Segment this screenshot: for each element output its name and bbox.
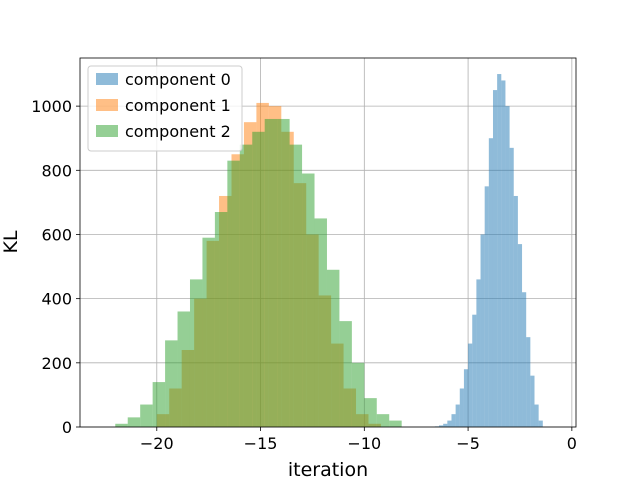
- histogram-bar: [326, 269, 340, 427]
- histogram-bar: [468, 343, 473, 427]
- histogram-bar: [509, 147, 514, 427]
- histogram-bar: [289, 144, 303, 428]
- histogram-bar: [364, 398, 377, 427]
- histogram-bar: [501, 80, 506, 427]
- histogram-bar: [302, 173, 315, 427]
- x-tick-label: −15: [244, 434, 278, 453]
- histogram-bar: [202, 237, 215, 427]
- y-tick-label: 1000: [31, 97, 72, 116]
- x-tick-label: −10: [347, 434, 381, 453]
- histogram-bar: [480, 234, 485, 427]
- histogram-bar: [127, 417, 141, 427]
- histogram-bar: [439, 425, 444, 427]
- histogram-bar: [189, 279, 203, 427]
- legend-swatch: [96, 125, 118, 137]
- y-tick-label: 0: [62, 418, 72, 437]
- histogram-bar: [376, 414, 390, 427]
- histogram-bar: [517, 244, 523, 427]
- series-0-bars: [434, 74, 543, 427]
- legend-swatch: [96, 99, 118, 111]
- histogram-bar: [522, 292, 527, 427]
- histogram-bar: [389, 420, 402, 427]
- tick-labels: −20 −15 −10 −5 0 0 200 400 600 800 1000: [31, 97, 577, 453]
- histogram-bar: [314, 218, 327, 427]
- legend-label: component 2: [125, 122, 231, 141]
- y-tick-label: 600: [41, 225, 72, 244]
- histogram-bar: [152, 382, 166, 427]
- histogram-bar: [488, 138, 493, 427]
- histogram-bar: [227, 160, 240, 427]
- legend-label: component 1: [125, 96, 231, 115]
- plot-frame: [79, 57, 577, 428]
- legend-frame: [87, 65, 243, 152]
- histogram-bar: [339, 321, 352, 427]
- histogram-bar: [526, 337, 531, 427]
- histogram-bar: [505, 106, 510, 427]
- histogram-bar: [214, 212, 228, 427]
- y-tick-label: 400: [41, 290, 72, 309]
- y-tick-label: 800: [41, 161, 72, 180]
- histogram-bar: [443, 423, 448, 427]
- legend-label: component 0: [125, 70, 231, 89]
- histogram-bar: [277, 118, 290, 428]
- histogram-bar: [351, 362, 365, 427]
- histogram-bar: [252, 131, 265, 428]
- histogram-bar: [239, 144, 253, 428]
- histogram-bar: [140, 404, 153, 427]
- histogram-bars: [115, 74, 543, 428]
- histogram-bar: [455, 404, 460, 427]
- histogram-bar: [459, 388, 464, 427]
- axes: [76, 57, 577, 431]
- legend-swatch: [96, 73, 118, 85]
- histogram-bar: [165, 340, 178, 427]
- histogram-bar: [472, 314, 477, 427]
- histogram-bar: [497, 74, 502, 427]
- x-tick-label: −5: [456, 434, 480, 453]
- histogram-bar: [177, 311, 190, 427]
- histogram-bar: [530, 375, 535, 427]
- x-tick-label: 0: [567, 434, 577, 453]
- y-axis-label: KL: [0, 230, 22, 253]
- legend: component 0 component 1 component 2: [87, 65, 243, 152]
- y-tick-label: 200: [41, 354, 72, 373]
- histogram-bar: [451, 414, 456, 427]
- histogram-bar: [476, 279, 481, 427]
- histogram-bar: [534, 404, 539, 427]
- histogram-bar: [463, 369, 469, 427]
- x-tick-label: −20: [140, 434, 174, 453]
- histogram-bar: [513, 195, 518, 427]
- histogram-bar: [447, 420, 452, 427]
- series-2-bars: [115, 118, 402, 428]
- histogram-bar: [538, 420, 543, 427]
- histogram-bar: [492, 90, 498, 427]
- histogram-bar: [484, 186, 489, 427]
- histogram-bar: [264, 118, 278, 428]
- histogram-bar: [115, 423, 128, 427]
- x-axis-label: iteration: [288, 459, 368, 480]
